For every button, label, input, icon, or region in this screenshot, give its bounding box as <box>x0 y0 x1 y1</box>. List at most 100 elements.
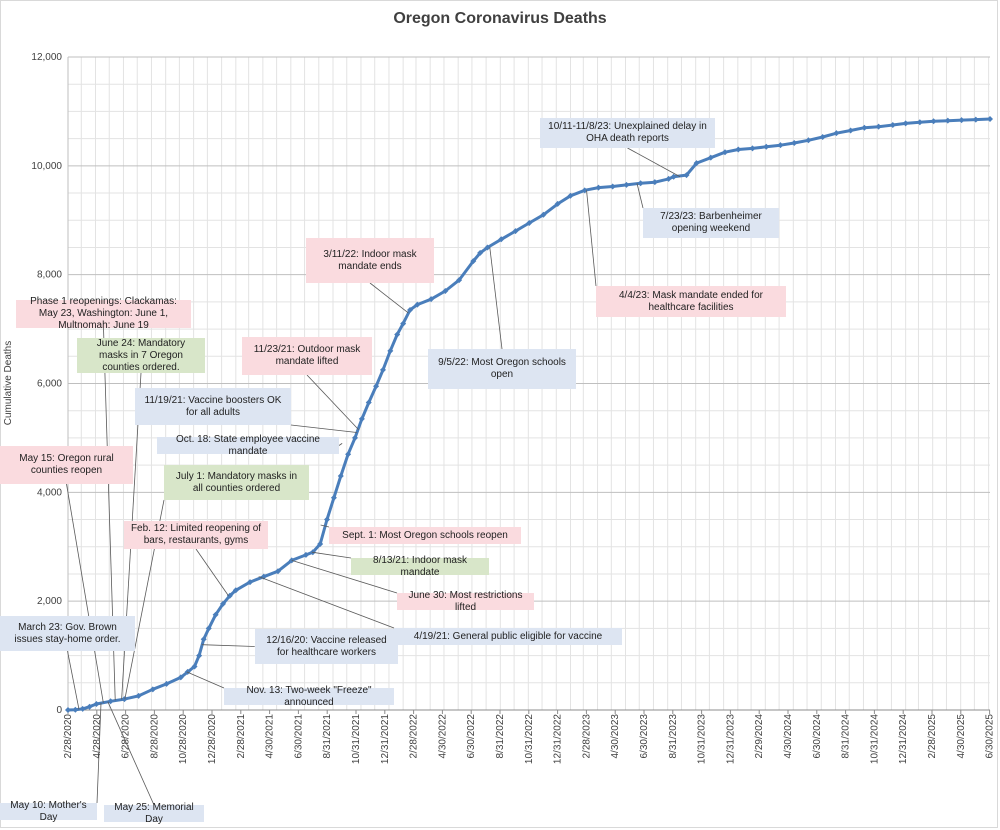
x-tick-label: 12/31/2022 <box>553 714 564 764</box>
data-point <box>987 116 993 123</box>
data-point <box>191 663 198 670</box>
data-point <box>135 692 142 699</box>
data-point <box>833 130 840 137</box>
data-point <box>212 611 219 618</box>
annotation-leader <box>338 443 343 446</box>
data-point <box>477 249 484 256</box>
data-point <box>902 120 909 127</box>
x-tick-label: 2/28/2023 <box>581 714 592 759</box>
annotation-label: Nov. 13: Two-week "Freeze" announced <box>224 685 394 708</box>
annotation-leader <box>107 701 155 806</box>
annotation-label: Sept. 1: Most Oregon schools reopen <box>329 527 521 544</box>
data-point <box>163 680 170 687</box>
chart-title: Oregon Coronavirus Deaths <box>393 10 607 27</box>
annotation-label: June 30: Most restrictions lifted <box>397 590 534 613</box>
annotation-label: Feb. 12: Limited reopening of bars, rest… <box>124 521 268 549</box>
data-point <box>317 541 324 548</box>
data-point <box>149 686 156 693</box>
annotation-leader <box>96 702 102 804</box>
data-point <box>86 703 93 710</box>
x-tick-label: 4/30/2022 <box>437 714 448 759</box>
x-tick-label: 2/29/2024 <box>754 714 765 759</box>
annotation-label: June 24: Mandatory masks in 7 Oregon cou… <box>77 338 205 373</box>
x-tick-label: 6/30/2022 <box>466 714 477 759</box>
x-tick-label: 2/28/2025 <box>927 714 938 759</box>
annotation-label: March 23: Gov. Brown issues stay-home or… <box>0 616 135 651</box>
x-tick-label: 6/30/2024 <box>812 714 823 759</box>
data-point <box>581 187 588 194</box>
data-point <box>595 184 602 191</box>
x-tick-label: 4/30/2021 <box>265 714 276 759</box>
data-point <box>65 707 71 713</box>
annotation-label: May 15: Oregon rural counties reopen <box>0 446 133 484</box>
annotation-leader <box>311 551 352 559</box>
x-tick-label: 6/30/2025 <box>985 714 996 759</box>
annotation-leader <box>195 548 229 596</box>
data-point <box>484 244 491 251</box>
data-point <box>777 142 784 149</box>
x-tick-label: 4/30/2025 <box>956 714 967 759</box>
annotation-leader <box>186 671 225 689</box>
annotation-leader <box>258 576 395 629</box>
annotation-leader <box>306 374 359 431</box>
annotation-leader <box>201 644 256 647</box>
data-point <box>274 568 281 575</box>
annotation-label: Oct. 18: State employee vaccine mandate <box>157 434 339 457</box>
annotation-leader <box>489 247 503 350</box>
x-tick-label: 8/31/2023 <box>668 714 679 759</box>
data-point <box>670 173 677 180</box>
data-point <box>665 175 672 182</box>
data-point <box>302 551 309 558</box>
data-point <box>407 307 414 314</box>
data-point <box>379 366 386 373</box>
annotation-label: July 1: Mandatory masks in all counties … <box>164 465 309 500</box>
data-point <box>400 320 407 327</box>
data-point <box>352 434 359 441</box>
annotation-leader <box>369 282 409 314</box>
data-point <box>428 296 435 303</box>
data-point <box>749 145 756 152</box>
annotation-label: May 10: Mother's Day <box>0 800 97 823</box>
data-point <box>414 301 421 308</box>
x-tick-label: 4/28/2020 <box>92 714 103 759</box>
data-point <box>121 696 128 703</box>
data-point <box>526 219 533 226</box>
annotation-label: Phase 1 reopenings: Clackamas: May 23, W… <box>16 296 191 331</box>
annotation-leader <box>627 147 681 178</box>
data-point <box>763 143 770 150</box>
data-point <box>512 228 519 235</box>
data-point <box>358 415 365 422</box>
y-tick-label: 4,000 <box>37 487 62 498</box>
data-point <box>847 127 854 134</box>
data-point <box>219 600 226 607</box>
annotation-leader <box>586 190 597 287</box>
data-point <box>456 277 463 284</box>
annotation-leader <box>291 559 398 594</box>
data-point <box>637 180 644 187</box>
annotation-label: 4/4/23: Mask mandate ended for healthcar… <box>596 286 786 317</box>
data-point <box>721 149 728 156</box>
data-point <box>442 287 449 294</box>
data-point <box>819 133 826 140</box>
data-point <box>930 118 937 125</box>
data-point <box>916 119 923 126</box>
data-point <box>889 122 896 129</box>
annotation-label: 11/19/21: Vaccine boosters OK for all ad… <box>135 388 291 425</box>
data-point <box>554 200 561 207</box>
x-tick-label: 8/31/2021 <box>322 714 333 759</box>
data-point <box>791 139 798 146</box>
y-tick-label: 12,000 <box>31 52 62 63</box>
x-tick-label: 6/30/2023 <box>639 714 650 759</box>
x-tick-label: 12/31/2021 <box>380 714 391 764</box>
data-point <box>373 383 380 390</box>
data-point <box>72 706 79 713</box>
annotation-leader <box>67 650 80 710</box>
annotation-label: 8/13/21: Indoor mask mandate <box>351 555 489 578</box>
y-tick-label: 10,000 <box>31 161 62 172</box>
x-tick-label: 6/30/2021 <box>293 714 304 759</box>
data-point <box>683 172 690 179</box>
data-point <box>226 592 233 599</box>
x-tick-label: 4/30/2024 <box>783 714 794 759</box>
data-point <box>330 494 337 501</box>
data-point <box>958 117 965 124</box>
